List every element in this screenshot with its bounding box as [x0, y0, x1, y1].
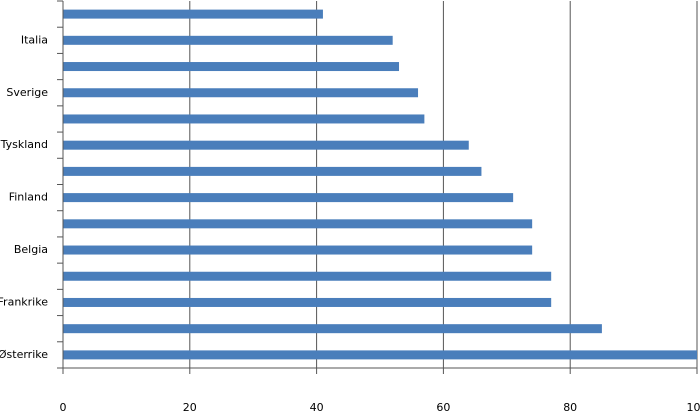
- bar: [63, 9, 323, 19]
- x-tick-label: 60: [436, 401, 450, 414]
- bar: [63, 324, 602, 334]
- bar: [63, 88, 419, 98]
- x-tick-label: 20: [183, 401, 197, 414]
- y-tick-label: Tyskland: [0, 138, 48, 151]
- bar: [63, 350, 697, 360]
- x-tick-label: 40: [310, 401, 324, 414]
- x-tick-label: 100: [687, 401, 700, 414]
- y-tick-label: Italia: [21, 33, 48, 46]
- bar: [63, 193, 514, 203]
- y-tick-label: Østerrike: [0, 348, 48, 361]
- y-tick-label: Sverige: [6, 86, 48, 99]
- y-tick-label: Finland: [9, 191, 48, 204]
- bar: [63, 114, 425, 124]
- bar: [63, 62, 400, 72]
- y-tick-label: Belgia: [14, 243, 48, 256]
- bar: [63, 245, 533, 255]
- bar: [63, 219, 533, 229]
- bar: [63, 271, 552, 281]
- bar: [63, 140, 469, 150]
- bar: [63, 297, 552, 307]
- y-tick-label: Frankrike: [0, 295, 48, 308]
- bar: [63, 35, 393, 45]
- bar: [63, 166, 482, 176]
- x-tick-label: 80: [563, 401, 577, 414]
- x-tick-label: 0: [60, 401, 67, 414]
